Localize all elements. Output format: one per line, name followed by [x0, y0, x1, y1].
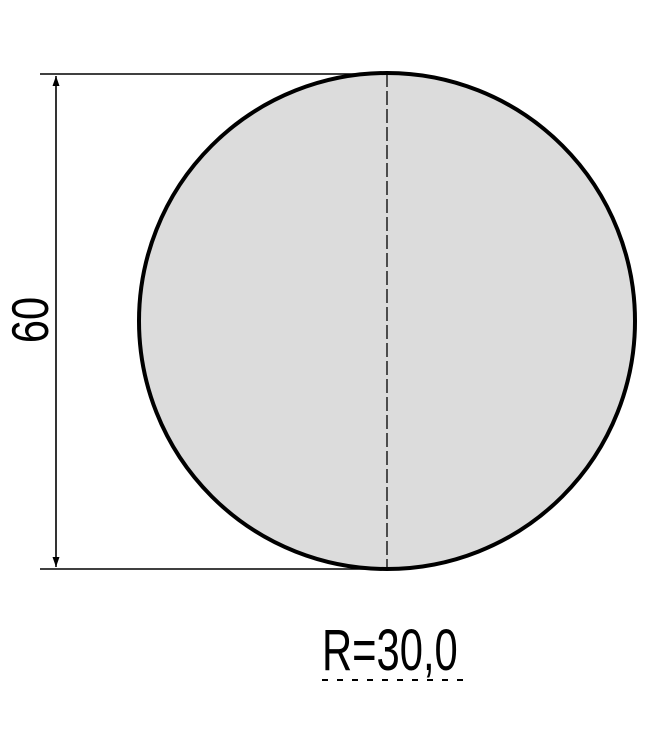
radius-label: R=30,0	[322, 617, 458, 682]
height-dimension-label: 60	[1, 297, 60, 343]
